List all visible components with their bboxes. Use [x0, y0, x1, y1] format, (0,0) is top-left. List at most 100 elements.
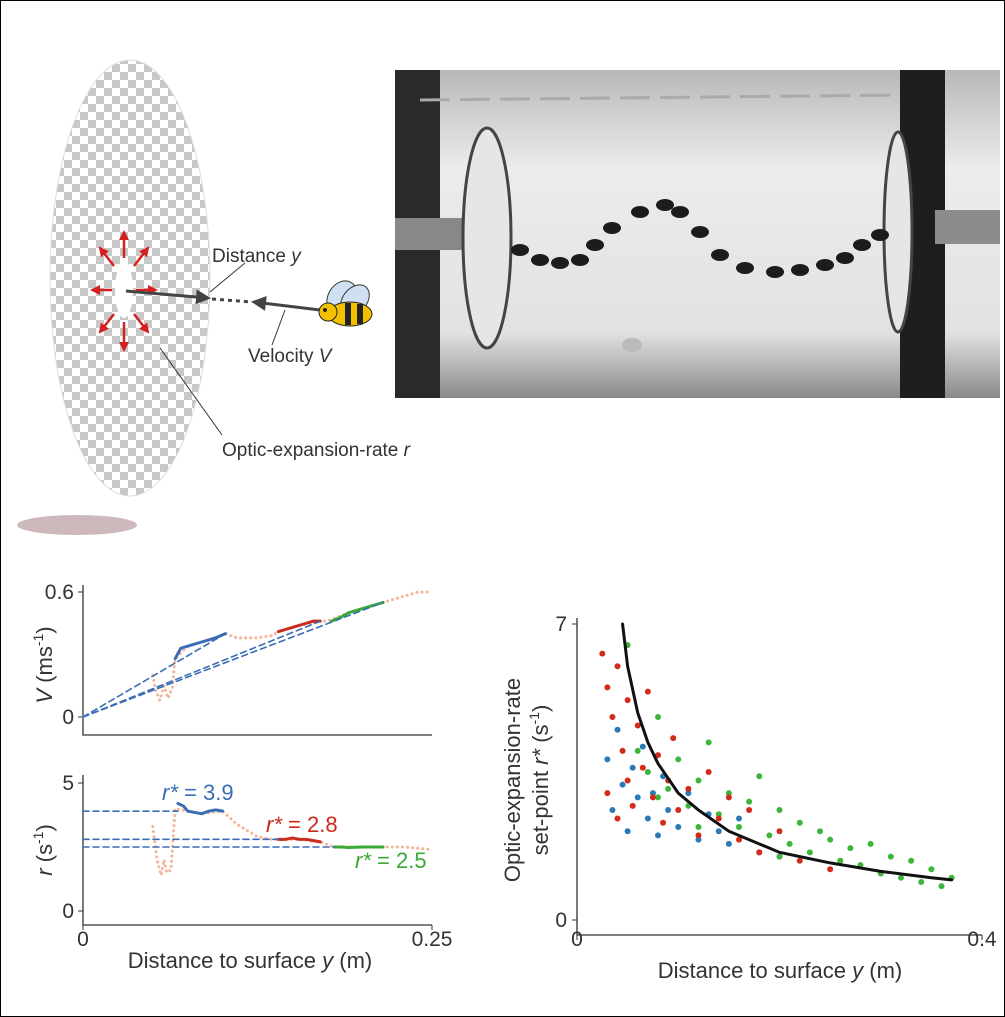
scatter-point	[660, 819, 667, 826]
rate-label: Optic-expansion-rate r	[222, 440, 411, 461]
velocity-label: Velocity V	[248, 346, 334, 367]
axis	[576, 618, 982, 936]
scatter-point	[644, 815, 651, 822]
scatter-point	[644, 769, 651, 775]
scatter-point	[806, 849, 813, 856]
scatter-point	[639, 764, 646, 771]
velocity-arrow	[251, 295, 321, 312]
x-tick-label: 0	[77, 928, 89, 951]
scatter-point	[705, 769, 712, 775]
scatter-point	[887, 853, 894, 860]
scatter-point	[715, 811, 722, 818]
scatter-point	[649, 794, 656, 801]
data-line	[332, 845, 385, 850]
scatter-point	[670, 735, 677, 742]
y-axis-label: V (ms-1)	[30, 626, 57, 703]
scatter-point	[776, 807, 783, 814]
reference-line	[82, 620, 322, 718]
y-tick-label: 0.6	[45, 581, 74, 604]
x-tick-label: 0	[571, 928, 583, 951]
scatter-point	[837, 857, 844, 864]
data-line	[276, 619, 322, 634]
scatter-point	[827, 866, 834, 873]
scatter-point	[725, 794, 732, 801]
scatter-point	[624, 828, 631, 835]
scatter-point	[746, 798, 753, 805]
annotation: r* = 3.9	[162, 780, 234, 805]
reference-line	[82, 632, 227, 718]
y-axis-label: Optic-expansion-rate	[500, 678, 525, 882]
reference-line	[82, 601, 384, 718]
x-axis-label: Distance to surface y (m)	[658, 958, 903, 983]
scatter-point	[766, 832, 773, 839]
scatter-point	[624, 697, 631, 704]
scatter-point	[898, 874, 904, 881]
scatter-point	[614, 815, 621, 822]
y-tick-label: 5	[62, 772, 74, 795]
scatter-point	[675, 823, 682, 830]
scatter-point	[796, 857, 803, 864]
scatter-point	[725, 840, 732, 847]
scatter-point	[634, 794, 641, 801]
scatter-point	[817, 828, 823, 835]
scatter-point	[725, 790, 732, 797]
y-axis-label: r (s-1)	[30, 824, 57, 876]
scatter-point	[736, 836, 742, 843]
scatter-point	[796, 819, 803, 826]
scatter-point	[624, 777, 631, 784]
x-tick-label: 0.4	[967, 928, 997, 951]
leader	[209, 262, 246, 293]
scatter-point	[609, 714, 616, 721]
scatter-point	[695, 836, 702, 843]
scatter-point	[847, 845, 854, 852]
scatter-point	[715, 828, 722, 835]
scatter-point	[756, 773, 763, 780]
y-tick-label: 7	[555, 613, 567, 636]
data-line	[176, 801, 225, 816]
scatter-point	[655, 752, 661, 759]
scatter-point	[639, 743, 646, 750]
scatter-point	[619, 781, 626, 788]
scatter-point	[665, 807, 672, 814]
scatter-point	[867, 840, 874, 847]
scatter-point	[629, 764, 636, 771]
scatter-point	[736, 815, 742, 822]
data-line	[276, 836, 322, 844]
scatter-point	[746, 807, 753, 814]
annotation: r* = 2.5	[355, 848, 427, 873]
scatter-point	[604, 756, 611, 763]
scatter-point	[918, 878, 925, 885]
scatter-point	[614, 663, 621, 670]
scatter-point	[634, 722, 641, 729]
leader	[271, 309, 286, 346]
scatter-point	[776, 828, 783, 835]
scatter-point	[827, 836, 834, 843]
scatter-point	[655, 832, 661, 839]
y-axis-label: set-point r* (s-1)	[526, 705, 553, 856]
scatter-point	[736, 823, 742, 830]
scatter-point	[928, 866, 935, 873]
scatter-point	[629, 802, 636, 809]
scatter-point	[665, 785, 672, 792]
scatter-point	[685, 790, 692, 797]
scatter-point	[695, 777, 702, 784]
photo	[395, 70, 1000, 398]
distance-arrow	[125, 289, 211, 305]
axis	[82, 585, 432, 736]
distance-label: Distance y	[212, 246, 302, 267]
scatter-point	[756, 849, 763, 856]
scatter-point	[938, 883, 945, 890]
scatter-point	[649, 790, 656, 797]
scatter-point	[655, 714, 661, 721]
scatter-point	[695, 832, 702, 839]
y-tick-label: 0	[62, 706, 74, 729]
scatter-point	[715, 815, 722, 822]
scatter-point	[675, 756, 682, 763]
charts: 0 0.6 0 5 0 0.25 0 7 0 0.4	[45, 581, 997, 951]
expansion-arrows	[90, 230, 158, 352]
scatter-point	[776, 853, 783, 860]
distance-dots	[211, 297, 253, 304]
scatter-point	[695, 823, 702, 830]
scatter-point	[908, 857, 915, 864]
